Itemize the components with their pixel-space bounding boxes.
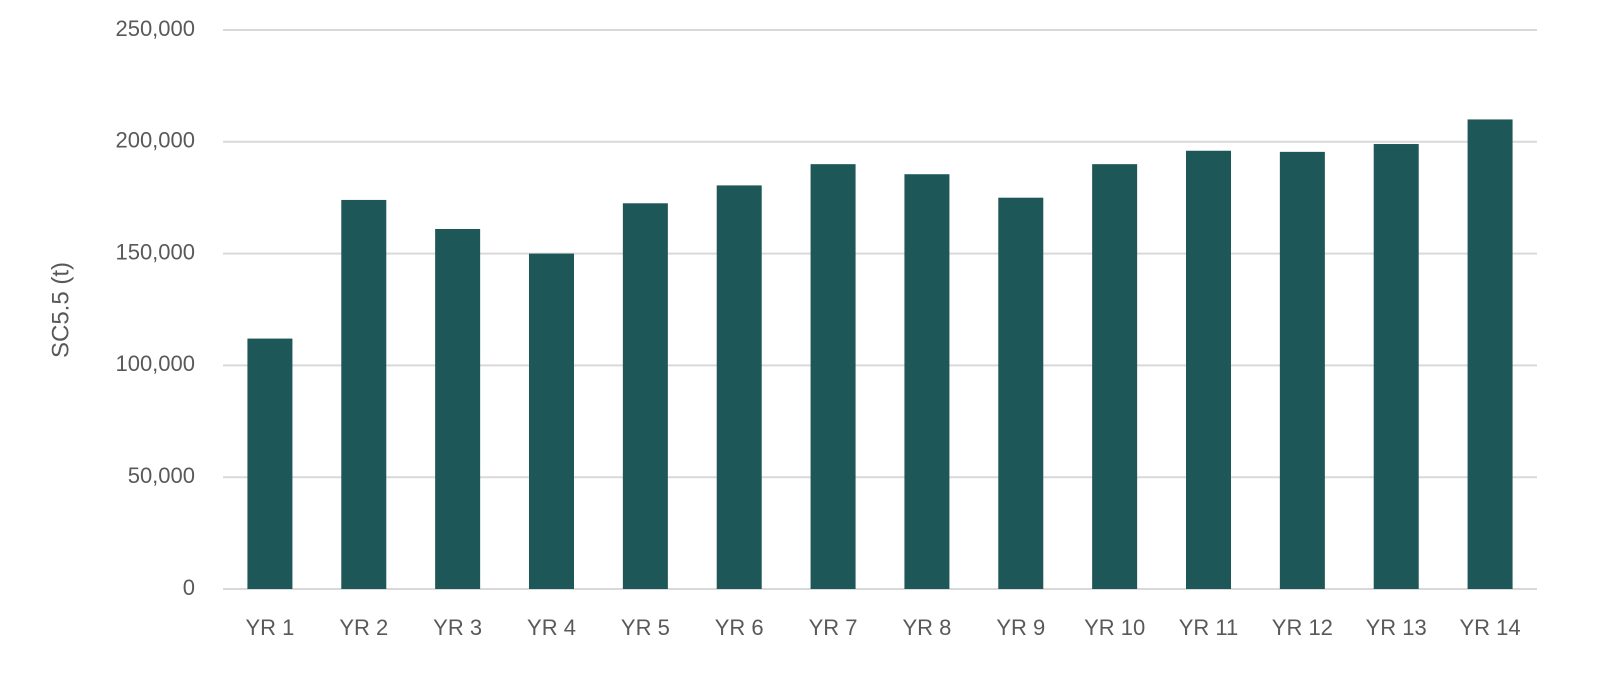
y-tick-label: 250,000 <box>115 16 195 41</box>
y-axis-title: SC5.5 (t) <box>47 262 74 358</box>
x-tick-label: YR 6 <box>715 615 764 640</box>
x-tick-label: YR 14 <box>1459 615 1520 640</box>
x-tick-label: YR 8 <box>902 615 951 640</box>
y-tick-label: 50,000 <box>128 463 195 488</box>
x-tick-label: YR 4 <box>527 615 576 640</box>
x-tick-label: YR 1 <box>245 615 294 640</box>
bar <box>1373 144 1419 589</box>
x-tick-label: YR 7 <box>809 615 858 640</box>
bar <box>904 174 950 590</box>
bar <box>998 197 1044 589</box>
x-tick-label: YR 5 <box>621 615 670 640</box>
y-tick-label: 150,000 <box>115 239 195 264</box>
bar <box>341 199 387 589</box>
y-tick-label: 0 <box>183 575 195 600</box>
x-tick-label: YR 12 <box>1272 615 1333 640</box>
bar <box>1186 150 1231 589</box>
x-tick-label: YR 9 <box>996 615 1045 640</box>
x-tick-label: YR 11 <box>1179 615 1239 640</box>
bar <box>1279 151 1325 589</box>
x-tick-label: YR 3 <box>433 615 482 640</box>
bar <box>810 164 856 589</box>
bar <box>1467 119 1513 589</box>
y-tick-label: 200,000 <box>115 128 195 153</box>
x-tick-label: YR 13 <box>1366 615 1427 640</box>
bar <box>622 203 668 590</box>
x-tick-label: YR 10 <box>1084 615 1145 640</box>
x-tick-label: YR 2 <box>339 615 388 640</box>
y-tick-label: 100,000 <box>115 351 195 376</box>
bar <box>529 253 574 589</box>
bar <box>247 338 293 589</box>
bar <box>1092 164 1138 589</box>
bar <box>716 185 762 590</box>
bar <box>435 229 481 589</box>
